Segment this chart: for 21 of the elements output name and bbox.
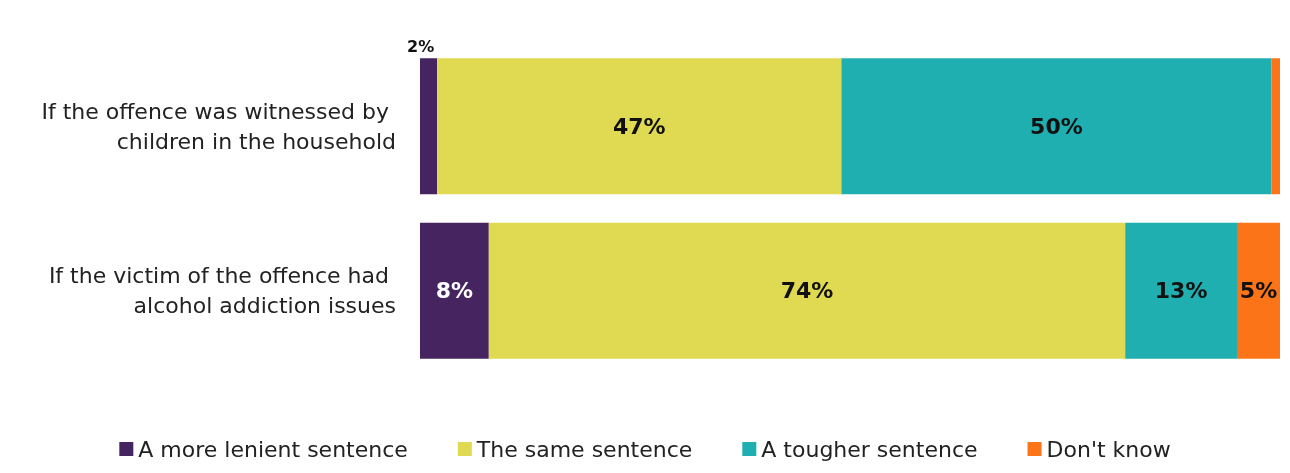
bar	[1271, 58, 1280, 195]
bar	[420, 222, 489, 359]
y-tick-label: If the offence was witnessed by children in the household	[41, 98, 396, 154]
data-label: 8%	[435, 278, 474, 304]
bar	[437, 58, 842, 195]
data-label: 13%	[1154, 278, 1208, 304]
y-tick-label: If the victim of the offence had alcohol addiction issues	[48, 263, 396, 319]
bar	[841, 58, 1272, 195]
bar	[1237, 222, 1280, 359]
legend-label: A tougher sentence	[761, 436, 978, 462]
data-label: 50%	[1030, 113, 1083, 139]
data-label: 47%	[612, 113, 666, 139]
data-label: 2%	[407, 36, 435, 56]
bar	[1125, 222, 1237, 359]
data-label: 74%	[780, 278, 834, 304]
legend-label: The same sentence	[475, 436, 693, 462]
legend-label: A more lenient sentence	[138, 436, 408, 462]
bar	[420, 58, 438, 195]
legend-label: Don't know	[1046, 436, 1171, 462]
bar	[488, 222, 1126, 359]
data-label: 5%	[1239, 278, 1278, 304]
